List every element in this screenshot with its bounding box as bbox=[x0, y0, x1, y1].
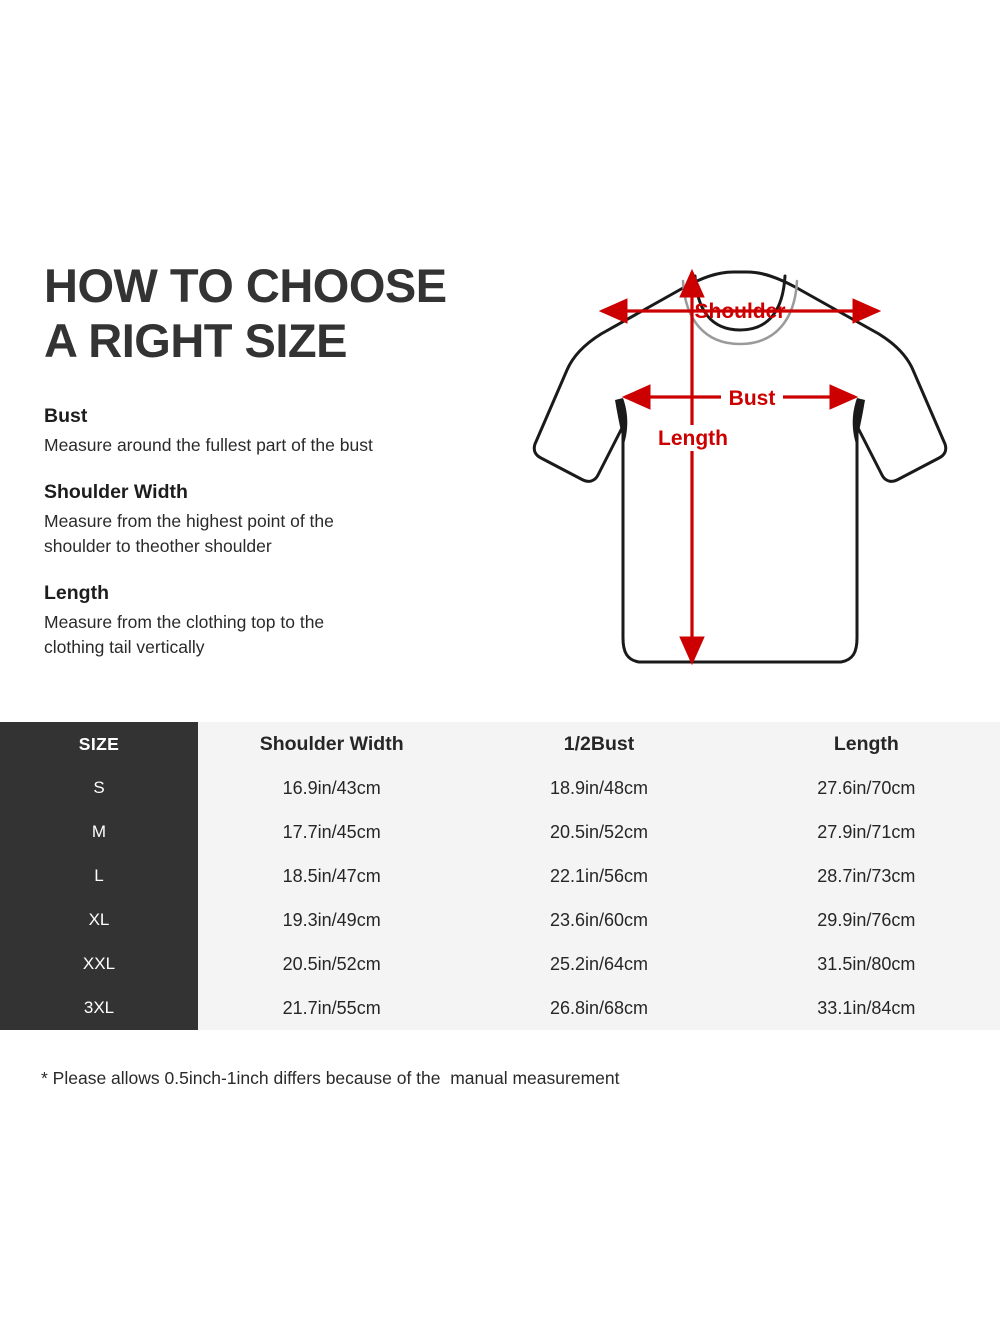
table-cell-half-bust: 20.5in/52cm bbox=[549, 821, 649, 842]
measurement-bust: Bust Measure around the fullest part of … bbox=[44, 403, 474, 458]
tshirt-outline-icon bbox=[532, 270, 948, 664]
shoulder-label: Shoulder bbox=[694, 300, 785, 323]
table-cell-length: 27.9in/71cm bbox=[817, 821, 916, 842]
table-row: M bbox=[91, 822, 107, 841]
table-row: 3XL bbox=[83, 998, 115, 1017]
page-title: HOW TO CHOOSE A RIGHT SIZE bbox=[44, 259, 447, 368]
table-cell-length: 29.9in/76cm bbox=[817, 909, 916, 930]
table-row: S bbox=[93, 778, 105, 797]
table-cell-half-bust: 25.2in/64cm bbox=[549, 953, 649, 974]
measurement-disclaimer: * Please allows 0.5inch-1inch differs be… bbox=[41, 1068, 620, 1088]
size-column-background bbox=[0, 722, 198, 1030]
table-header-length: Length bbox=[833, 732, 899, 755]
table-row: XXL bbox=[82, 954, 116, 973]
table-cell-half-bust: 23.6in/60cm bbox=[549, 909, 649, 930]
measurement-length: Length Measure from the clothing top to … bbox=[44, 580, 474, 660]
table-header-shoulder-width: Shoulder Width bbox=[259, 732, 404, 755]
table-cell-shoulder-width: 19.3in/49cm bbox=[282, 909, 381, 930]
measurement-term-shoulder-width: Shoulder Width bbox=[44, 481, 188, 504]
table-header-size: SIZE bbox=[78, 733, 120, 754]
tshirt-diagram: Shoulder Bust Length bbox=[505, 248, 975, 688]
info-panel: HOW TO CHOOSE A RIGHT SIZE Bust Measure … bbox=[44, 258, 474, 681]
measurement-term-length: Length bbox=[44, 582, 109, 605]
table-cell-shoulder-width: 21.7in/55cm bbox=[282, 997, 381, 1018]
table-cell-length: 33.1in/84cm bbox=[817, 997, 916, 1018]
table-grid: SIZE Shoulder Width 1/2Bust Length S 16.… bbox=[0, 722, 1000, 1030]
table-cell-half-bust: 26.8in/68cm bbox=[549, 997, 649, 1018]
bust-label: Bust bbox=[729, 387, 776, 410]
size-table: SIZE Shoulder Width 1/2Bust Length S 16.… bbox=[0, 722, 1000, 1030]
measurement-description-bust: Measure around the fullest part of the b… bbox=[44, 435, 373, 456]
measurement-term-bust: Bust bbox=[44, 404, 88, 427]
measurement-description-shoulder-width: Measure from the highest point of the sh… bbox=[44, 511, 334, 557]
table-cell-length: 27.6in/70cm bbox=[817, 777, 916, 798]
table-cell-shoulder-width: 18.5in/47cm bbox=[282, 865, 381, 886]
table-row: XL bbox=[88, 910, 110, 929]
measurement-description-length: Measure from the clothing top to the clo… bbox=[44, 612, 325, 658]
table-cell-shoulder-width: 20.5in/52cm bbox=[282, 953, 381, 974]
table-cell-shoulder-width: 16.9in/43cm bbox=[282, 777, 381, 798]
table-cell-half-bust: 18.9in/48cm bbox=[549, 777, 649, 798]
table-cell-length: 28.7in/73cm bbox=[817, 865, 916, 886]
table-row: L bbox=[94, 866, 104, 885]
table-cell-length: 31.5in/80cm bbox=[817, 953, 916, 974]
table-cell-half-bust: 22.1in/56cm bbox=[549, 865, 649, 886]
table-cell-shoulder-width: 17.7in/45cm bbox=[282, 821, 381, 842]
length-label: Length bbox=[658, 427, 728, 450]
table-header-half-bust: 1/2Bust bbox=[563, 732, 635, 755]
measurement-shoulder-width: Shoulder Width Measure from the highest … bbox=[44, 479, 474, 559]
